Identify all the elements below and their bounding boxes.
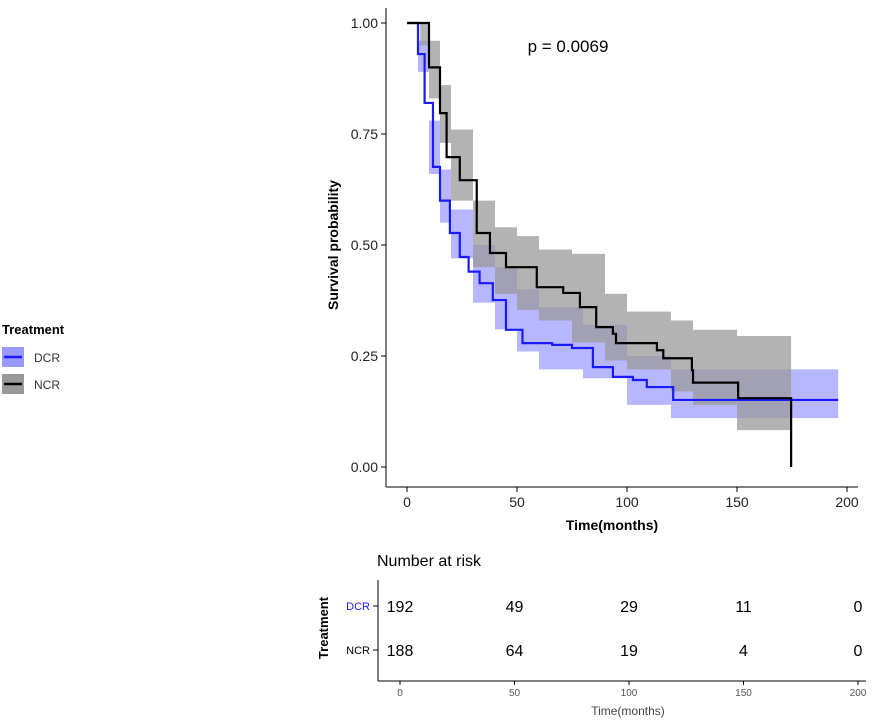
risk-count: 64: [506, 643, 524, 660]
p-value-annotation: p = 0.0069: [528, 37, 609, 56]
legend-item-dcr: DCR: [2, 347, 60, 367]
risk-row-label-dcr: DCR: [346, 601, 370, 613]
risk-count: 4: [739, 643, 748, 660]
y-tick-label: 0.25: [351, 348, 378, 364]
risk-count: 188: [387, 643, 414, 660]
risk-count: 19: [620, 643, 638, 660]
risk-count: 49: [506, 599, 524, 616]
ci-band-dcr: [407, 23, 839, 420]
risk-table-y-label: Treatment: [316, 596, 331, 659]
risk-x-tick-label: 200: [850, 688, 867, 699]
x-tick-label: 50: [509, 494, 525, 510]
risk-count: 192: [387, 599, 414, 616]
legend-label-dcr: DCR: [34, 351, 60, 365]
x-tick-label: 100: [615, 494, 639, 510]
risk-count: 0: [854, 599, 863, 616]
y-tick-label: 0.50: [351, 237, 378, 253]
y-tick-label: 0.75: [351, 126, 378, 142]
legend-label-ncr: NCR: [34, 378, 60, 392]
y-tick-label: 1.00: [351, 15, 378, 31]
x-tick-label: 150: [725, 494, 749, 510]
risk-table-title: Number at risk: [377, 553, 482, 570]
ci-band-ncr: [407, 23, 792, 431]
risk-x-tick-label: 100: [621, 688, 638, 699]
risk-table-x-label: Time(months): [591, 704, 665, 718]
risk-count: 0: [854, 643, 863, 660]
x-tick-label: 200: [835, 494, 859, 510]
y-tick-label: 0.00: [351, 459, 378, 475]
x-axis-label: Time(months): [566, 517, 658, 533]
survival-curve-dcr: [407, 21, 839, 402]
risk-x-tick-label: 50: [509, 688, 521, 699]
y-axis-label: Survival probability: [325, 180, 341, 310]
legend-item-ncr: NCR: [2, 374, 60, 394]
risk-count: 29: [620, 599, 638, 616]
risk-count: 11: [735, 599, 752, 616]
x-tick-label: 0: [403, 494, 411, 510]
risk-x-tick-label: 150: [735, 688, 752, 699]
legend-title: Treatment: [2, 322, 65, 337]
risk-row-label-ncr: NCR: [346, 645, 370, 657]
survival-curve-ncr: [407, 21, 793, 467]
risk-x-tick-label: 0: [397, 688, 403, 699]
